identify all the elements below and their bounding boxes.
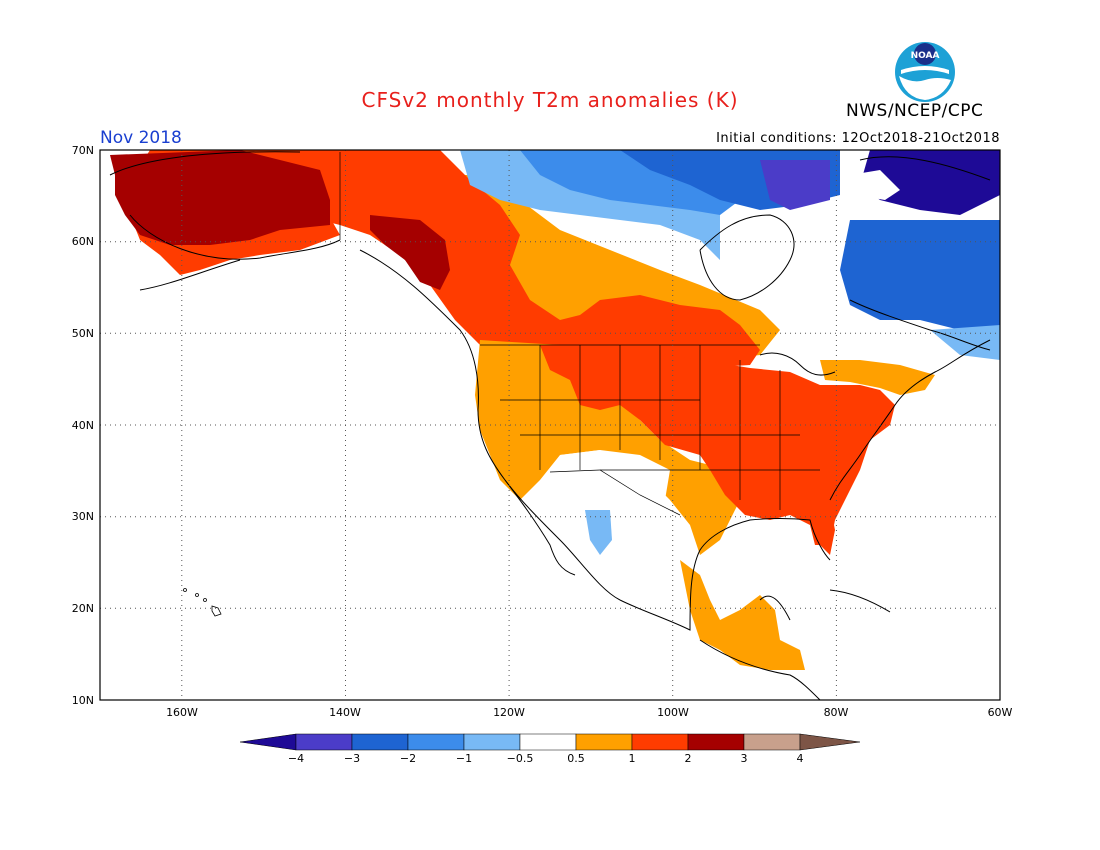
region-lightblue-mexico	[585, 510, 612, 555]
west-coast	[359, 249, 621, 601]
lat-label-30n: 30N	[71, 510, 94, 523]
colorbar-label-2: −2	[399, 752, 417, 765]
region-white-hudson	[700, 190, 860, 330]
region-orange-west-us	[475, 340, 740, 555]
greenland	[859, 156, 991, 181]
region-indigo-baffin	[760, 160, 830, 210]
region-white-greenland	[850, 170, 900, 200]
region-darkindigo-greenland	[860, 150, 1000, 215]
initial-conditions-label: Initial conditions: 12Oct2018-21Oct2018	[716, 131, 1000, 146]
colorbar-label-5: 0.5	[567, 752, 585, 765]
cuba	[829, 589, 891, 613]
gulf-coast	[619, 518, 831, 631]
region-orange-northeast	[820, 360, 935, 395]
valid-month-label: Nov 2018	[100, 128, 182, 148]
organization-label: NWS/NCEP/CPC	[846, 101, 984, 121]
state-lines	[500, 345, 820, 510]
colorbar-label-1: −3	[343, 752, 361, 765]
lon-label-160w: 160W	[166, 706, 198, 719]
region-blue-labrador	[840, 220, 1000, 330]
lon-label-60w: 60W	[987, 706, 1013, 719]
lat-label-10n: 10N	[71, 694, 94, 707]
great-lakes	[759, 352, 836, 376]
region-darkred-alaska	[110, 150, 330, 245]
coastlines	[109, 151, 991, 700]
labrador-coast	[849, 299, 991, 351]
colorbar-label-4: −0.5	[506, 752, 534, 765]
lon-label-120w: 120W	[493, 706, 525, 719]
region-orange-central-america	[680, 560, 805, 670]
colorbar-label-7: 2	[684, 752, 692, 765]
lat-label-60n: 60N	[71, 235, 94, 248]
us-mexico-border	[549, 469, 681, 516]
lat-label-50n: 50N	[71, 327, 94, 340]
noaa-logo-icon: NOAA	[895, 42, 955, 102]
colorbar-label-0: −4	[287, 752, 305, 765]
region-red-us	[540, 345, 895, 545]
colorbar-label-6: 1	[628, 752, 636, 765]
colorbar-label-3: −1	[455, 752, 473, 765]
map-frame	[99, 149, 1001, 701]
gridlines	[100, 150, 1000, 700]
region-lightblue-east	[930, 325, 1000, 360]
alaska-coast	[109, 151, 341, 291]
region-red-canada	[300, 150, 760, 368]
baja	[504, 479, 576, 576]
hawaii	[183, 588, 222, 617]
lon-label-100w: 100W	[657, 706, 689, 719]
colorbar-label-9: 4	[796, 752, 804, 765]
region-darkred-bc	[370, 215, 450, 290]
lat-label-70n: 70N	[71, 144, 94, 157]
lon-label-80w: 80W	[823, 706, 849, 719]
logo-text: NOAA	[911, 51, 940, 61]
political-boundaries	[339, 152, 820, 516]
region-white-southwest	[560, 450, 670, 505]
region-red-florida	[810, 500, 835, 555]
lon-label-140w: 140W	[329, 706, 361, 719]
east-coast	[829, 339, 991, 501]
lat-label-20n: 20N	[71, 602, 94, 615]
colorbar-label-8: 3	[740, 752, 748, 765]
central-america	[699, 595, 821, 700]
chart-title: CFSv2 monthly T2m anomalies (K)	[361, 88, 739, 112]
hudson-bay	[699, 214, 795, 301]
lat-label-40n: 40N	[71, 419, 94, 432]
